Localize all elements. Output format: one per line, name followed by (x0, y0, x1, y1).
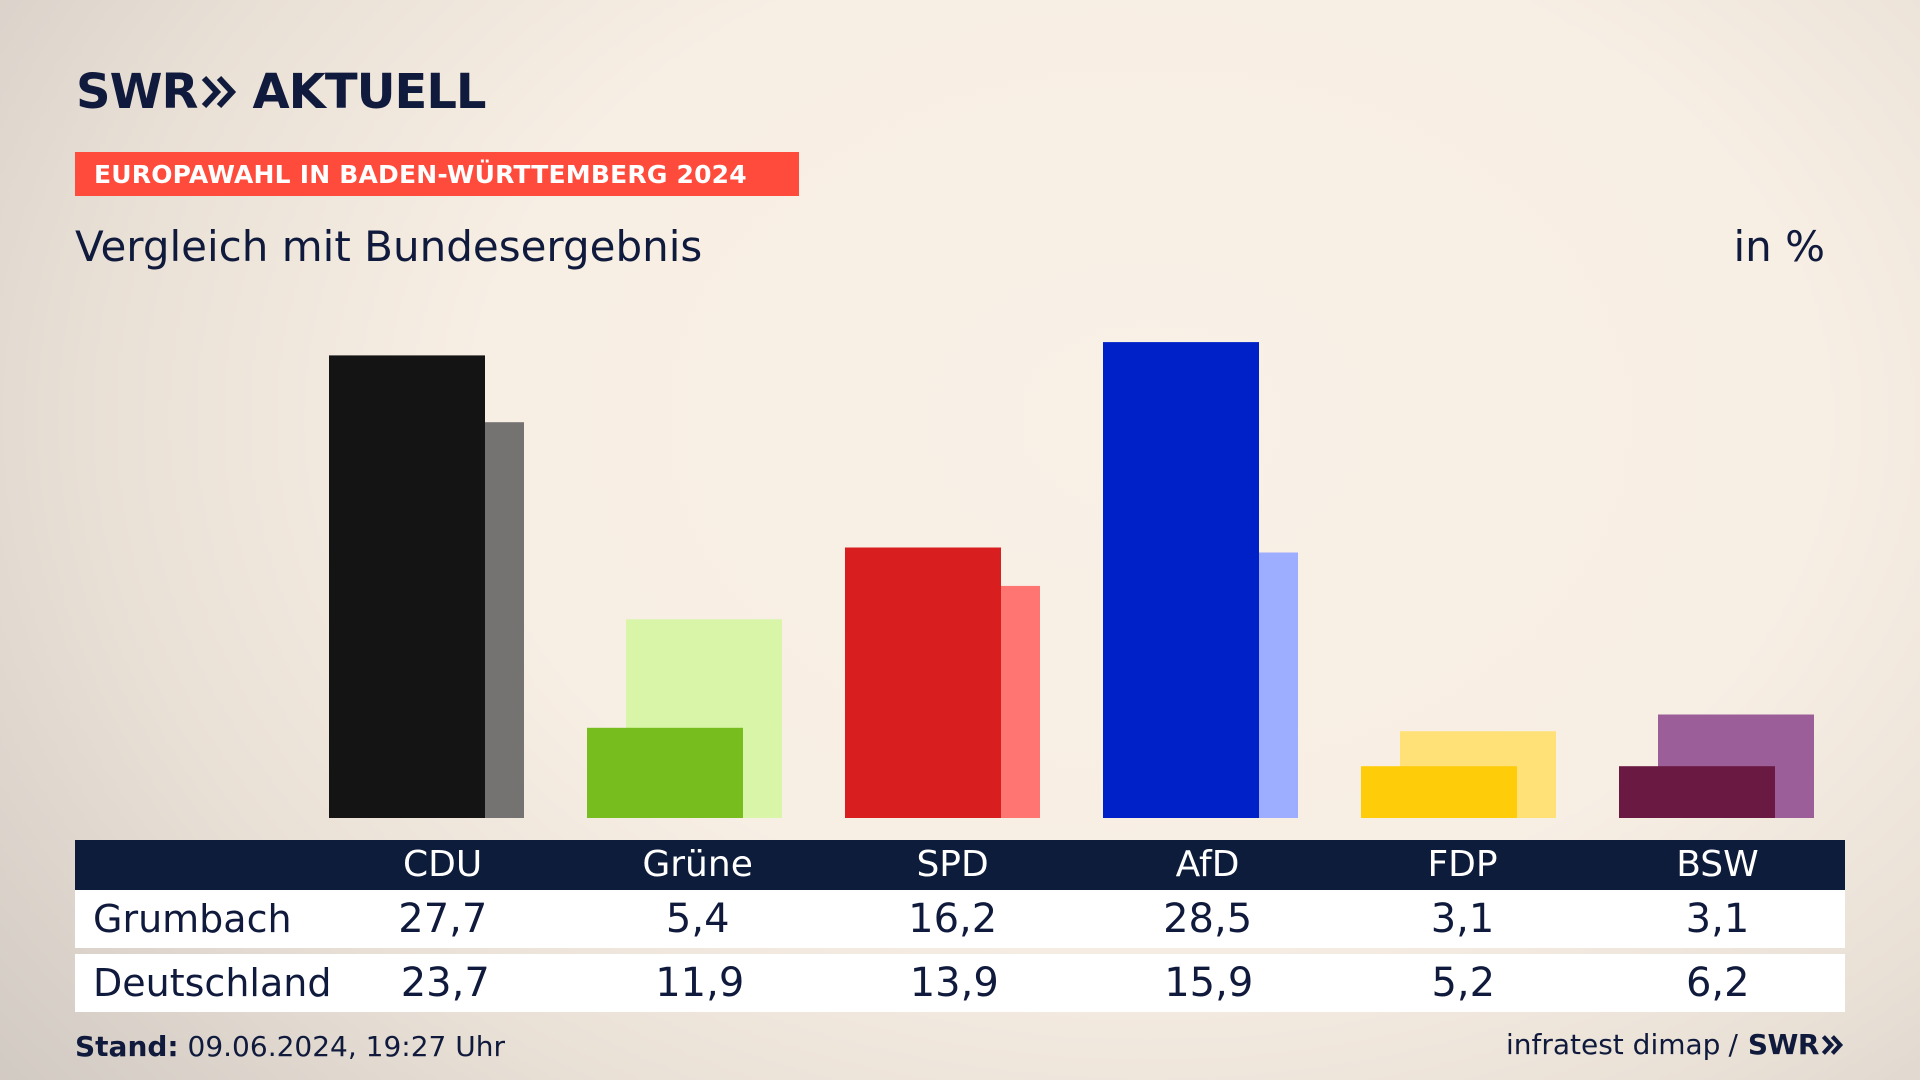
bar-spd-grumbach (845, 547, 1001, 818)
value-cell: 13,9 (909, 960, 999, 1006)
row-label-deutschland: Deutschland (93, 961, 332, 1005)
headline-bar: EUROPAWAHL IN BADEN-WÜRTTEMBERG 2024 (75, 152, 799, 196)
stand-value: 09.06.2024, 19:27 Uhr (187, 1030, 505, 1063)
row-label-grumbach: Grumbach (93, 897, 292, 941)
value-cell: 23,7 (400, 960, 490, 1006)
bar-cdu-grumbach (329, 355, 485, 818)
chart-subtitle: Vergleich mit Bundesergebnis (75, 222, 703, 271)
party-label-bsw: BSW (1676, 844, 1759, 885)
source-credit: infratest dimap / SWR (1506, 1028, 1845, 1061)
table-header: CDU Grüne SPD AfD FDP BSW (75, 840, 1845, 890)
table-row-grumbach: Grumbach 27,7 5,4 16,2 28,5 3,1 3,1 (75, 890, 1845, 948)
value-cell: 15,9 (1164, 960, 1254, 1006)
value-cell: 5,4 (665, 896, 730, 942)
party-label-gruene: Grüne (642, 844, 753, 885)
value-cell: 11,9 (655, 960, 745, 1006)
results-table: CDU Grüne SPD AfD FDP BSW Grumbach 27,7 … (75, 840, 1845, 1012)
logo-swr-text: SWR (76, 64, 198, 120)
unit-label: in % (1733, 222, 1825, 271)
bar-gruene-grumbach (587, 727, 743, 818)
value-cell: 27,7 (398, 896, 488, 942)
footer-swr-logo-text: SWR (1747, 1028, 1820, 1061)
bar-fdp-grumbach (1361, 766, 1517, 818)
value-cell: 16,2 (908, 896, 998, 942)
value-cell: 28,5 (1163, 896, 1253, 942)
value-cell: 5,2 (1431, 960, 1496, 1006)
party-label-afd: AfD (1175, 844, 1240, 885)
swr-aktuell-logo: SWR AKTUELL (76, 64, 487, 120)
bar-afd-grumbach (1103, 342, 1259, 818)
bar-chart (329, 342, 1814, 818)
source-separator: / (1728, 1028, 1738, 1061)
source-text: infratest dimap (1505, 1028, 1721, 1061)
table-row-deutschland: Deutschland 23,7 11,9 13,9 15,9 5,2 6,2 (75, 954, 1845, 1012)
table-header-spacer (75, 840, 315, 890)
double-chevron-icon (202, 75, 237, 109)
party-label-cdu: CDU (403, 844, 483, 885)
party-label-fdp: FDP (1427, 844, 1498, 885)
double-chevron-icon (1821, 1034, 1844, 1055)
value-cell: 6,2 (1685, 960, 1750, 1006)
value-cell: 3,1 (1430, 896, 1495, 942)
logo-aktuell-text: AKTUELL (252, 64, 486, 120)
headline-text: EUROPAWAHL IN BADEN-WÜRTTEMBERG 2024 (94, 159, 747, 189)
stand-label: Stand: (75, 1030, 179, 1063)
timestamp: Stand: 09.06.2024, 19:27 Uhr (75, 1030, 505, 1063)
party-label-spd: SPD (916, 844, 989, 885)
bar-bsw-grumbach (1619, 766, 1775, 818)
value-cell: 3,1 (1685, 896, 1750, 942)
